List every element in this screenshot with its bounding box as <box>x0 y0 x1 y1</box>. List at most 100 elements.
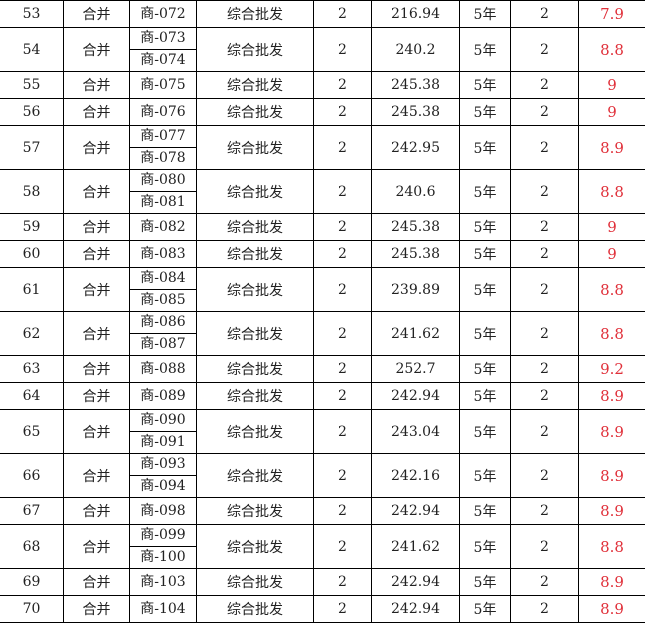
merge-type-cell: 合并 <box>63 453 130 498</box>
unit-code: 商-077 <box>140 128 186 144</box>
usage-type-cell: 综合批发 <box>196 568 314 596</box>
usage-type-cell: 综合批发 <box>196 213 314 241</box>
row-number-cell: 54 <box>0 27 64 72</box>
area-cell: 241.62 <box>371 524 460 569</box>
row-number-cell: 70 <box>0 595 64 623</box>
merge-type-cell: 合并 <box>63 497 130 525</box>
merge-type-cell: 合并 <box>63 595 130 623</box>
area-cell: 242.94 <box>371 595 460 623</box>
score-cell: 8.9 <box>578 382 645 410</box>
table-row: 61 合并 商-084 商-085 综合批发 2 239.89 5年 2 8.8 <box>0 267 645 312</box>
area-cell: 242.16 <box>371 453 460 498</box>
unit-codes-cell: 商-104 <box>129 595 197 623</box>
unit-code: 商-100 <box>130 546 196 568</box>
table-row: 63 合并 商-088 综合批发 2 252.7 5年 2 9.2 <box>0 355 645 383</box>
quantity-cell: 2 <box>510 568 579 596</box>
unit-code: 商-082 <box>140 218 186 235</box>
score-cell: 9 <box>578 213 645 241</box>
lease-term-cell: 5年 <box>459 311 511 356</box>
table-row: 53 合并 商-072 综合批发 2 216.94 5年 2 7.9 <box>0 0 645 28</box>
unit-code: 商-089 <box>140 387 186 404</box>
row-number-cell: 63 <box>0 355 64 383</box>
unit-code: 商-072 <box>140 5 186 22</box>
unit-code: 商-075 <box>140 76 186 93</box>
unit-code: 商-076 <box>140 103 186 120</box>
row-number-cell: 61 <box>0 267 64 312</box>
score-cell: 8.9 <box>578 497 645 525</box>
table-row: 68 合并 商-099 商-100 综合批发 2 241.62 5年 2 8.8 <box>0 524 645 569</box>
area-cell: 245.38 <box>371 71 460 99</box>
unit-codes-cell: 商-090 商-091 <box>129 409 197 454</box>
row-number-cell: 53 <box>0 0 64 28</box>
count-cell: 2 <box>313 125 372 170</box>
unit-code: 商-078 <box>130 147 196 169</box>
table-row: 56 合并 商-076 综合批发 2 245.38 5年 2 9 <box>0 98 645 126</box>
area-cell: 240.2 <box>371 27 460 72</box>
table-row: 65 合并 商-090 商-091 综合批发 2 243.04 5年 2 8.9 <box>0 409 645 454</box>
table-row: 67 合并 商-098 综合批发 2 242.94 5年 2 8.9 <box>0 497 645 525</box>
row-number-cell: 62 <box>0 311 64 356</box>
usage-type-cell: 综合批发 <box>196 0 314 28</box>
usage-type-cell: 综合批发 <box>196 71 314 99</box>
table-row: 64 合并 商-089 综合批发 2 242.94 5年 2 8.9 <box>0 382 645 410</box>
score-cell: 8.8 <box>578 27 645 72</box>
unit-codes-cell: 商-088 <box>129 355 197 383</box>
score-cell: 8.8 <box>578 524 645 569</box>
area-cell: 242.95 <box>371 125 460 170</box>
quantity-cell: 2 <box>510 240 579 268</box>
unit-code: 商-098 <box>140 502 186 519</box>
lease-term-cell: 5年 <box>459 267 511 312</box>
score-cell: 8.9 <box>578 595 645 623</box>
area-cell: 241.62 <box>371 311 460 356</box>
score-cell: 8.9 <box>578 409 645 454</box>
lease-term-cell: 5年 <box>459 497 511 525</box>
unit-code: 商-091 <box>130 431 196 453</box>
usage-type-cell: 综合批发 <box>196 453 314 498</box>
unit-codes-cell: 商-077 商-078 <box>129 125 197 170</box>
quantity-cell: 2 <box>510 497 579 525</box>
count-cell: 2 <box>313 98 372 126</box>
lease-term-cell: 5年 <box>459 409 511 454</box>
count-cell: 2 <box>313 311 372 356</box>
row-number-cell: 69 <box>0 568 64 596</box>
row-number-cell: 64 <box>0 382 64 410</box>
quantity-cell: 2 <box>510 169 579 214</box>
lease-term-cell: 5年 <box>459 71 511 99</box>
lease-term-cell: 5年 <box>459 169 511 214</box>
count-cell: 2 <box>313 0 372 28</box>
usage-type-cell: 综合批发 <box>196 355 314 383</box>
area-cell: 240.6 <box>371 169 460 214</box>
score-cell: 8.9 <box>578 453 645 498</box>
score-cell: 7.9 <box>578 0 645 28</box>
usage-type-cell: 综合批发 <box>196 595 314 623</box>
count-cell: 2 <box>313 382 372 410</box>
unit-code: 商-085 <box>130 289 196 311</box>
area-cell: 245.38 <box>371 240 460 268</box>
lease-term-cell: 5年 <box>459 27 511 72</box>
row-number-cell: 68 <box>0 524 64 569</box>
unit-codes-cell: 商-103 <box>129 568 197 596</box>
quantity-cell: 2 <box>510 382 579 410</box>
usage-type-cell: 综合批发 <box>196 311 314 356</box>
unit-code: 商-086 <box>140 314 186 330</box>
count-cell: 2 <box>313 568 372 596</box>
score-cell: 9 <box>578 240 645 268</box>
row-number-cell: 65 <box>0 409 64 454</box>
area-cell: 242.94 <box>371 382 460 410</box>
merge-type-cell: 合并 <box>63 240 130 268</box>
area-cell: 242.94 <box>371 568 460 596</box>
quantity-cell: 2 <box>510 595 579 623</box>
lease-term-cell: 5年 <box>459 213 511 241</box>
usage-type-cell: 综合批发 <box>196 98 314 126</box>
usage-type-cell: 综合批发 <box>196 524 314 569</box>
merge-type-cell: 合并 <box>63 267 130 312</box>
score-cell: 8.8 <box>578 311 645 356</box>
unit-code: 商-103 <box>140 573 186 590</box>
lease-term-cell: 5年 <box>459 125 511 170</box>
area-cell: 216.94 <box>371 0 460 28</box>
table-row: 70 合并 商-104 综合批发 2 242.94 5年 2 8.9 <box>0 595 645 623</box>
table-row: 59 合并 商-082 综合批发 2 245.38 5年 2 9 <box>0 213 645 241</box>
area-cell: 245.38 <box>371 213 460 241</box>
count-cell: 2 <box>313 267 372 312</box>
